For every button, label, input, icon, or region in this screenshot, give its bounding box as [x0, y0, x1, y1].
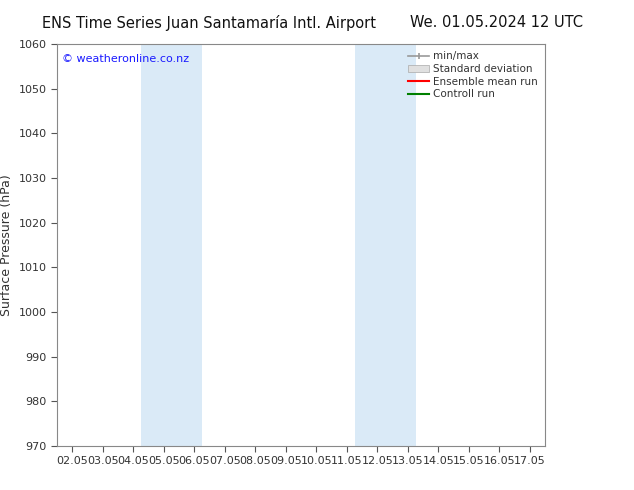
Bar — [354, 44, 415, 446]
Bar — [141, 44, 202, 446]
Text: © weatheronline.co.nz: © weatheronline.co.nz — [62, 54, 189, 64]
Text: We. 01.05.2024 12 UTC: We. 01.05.2024 12 UTC — [410, 15, 583, 30]
Text: ENS Time Series Juan Santamaría Intl. Airport: ENS Time Series Juan Santamaría Intl. Ai… — [42, 15, 376, 31]
Y-axis label: Surface Pressure (hPa): Surface Pressure (hPa) — [0, 174, 13, 316]
Legend: min/max, Standard deviation, Ensemble mean run, Controll run: min/max, Standard deviation, Ensemble me… — [404, 47, 542, 103]
